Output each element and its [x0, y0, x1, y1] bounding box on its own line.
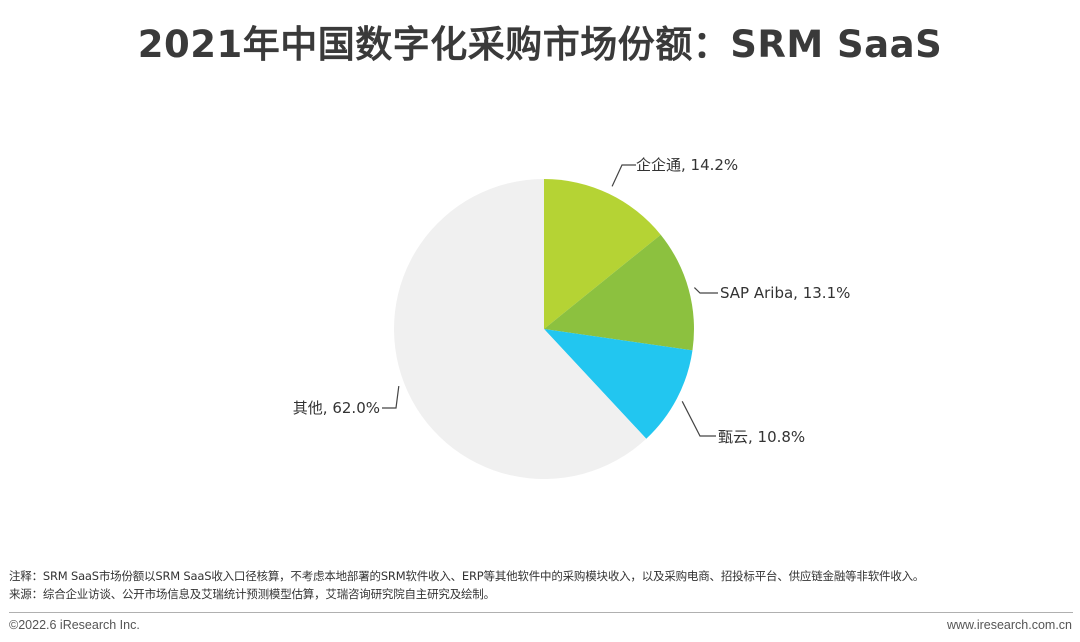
- slice-label-1: 企企通, 14.2%: [636, 156, 738, 174]
- pie-slice-1: [544, 179, 661, 329]
- chart-title: 2021年中国数字化采购市场份额：SRM SaaS: [137, 23, 943, 66]
- slice-label-3: 甄云, 10.8%: [718, 428, 805, 446]
- pie-slice-4: [393, 179, 647, 479]
- copyright-text: ©2022.6 iResearch Inc.: [9, 618, 140, 632]
- slice-label-4: 其他, 62.0%: [293, 399, 380, 417]
- leader-line-2: [693, 287, 718, 294]
- leader-line-1: [611, 164, 636, 187]
- leader-line-3: [681, 401, 716, 437]
- leader-line-4: [382, 386, 400, 409]
- pie-slice-2: [544, 234, 694, 351]
- website-link[interactable]: www.iresearch.com.cn: [946, 618, 1072, 632]
- footer-divider: [9, 612, 1073, 613]
- source-text: 来源：综合企业访谈、公开市场信息及艾瑞统计预测模型估算，艾瑞咨询研究院自主研究及…: [9, 587, 495, 601]
- pie-chart: 企企通, 14.2% SAP Ariba, 13.1% 甄云, 10.8% 其他, 6…: [293, 156, 850, 479]
- pie-slice-3: [544, 329, 693, 439]
- note-text: 注释：SRM SaaS市场份额以SRM SaaS收入口径核算，不考虑本地部署的S…: [9, 569, 925, 583]
- slice-label-2: SAP Ariba, 13.1%: [720, 284, 850, 302]
